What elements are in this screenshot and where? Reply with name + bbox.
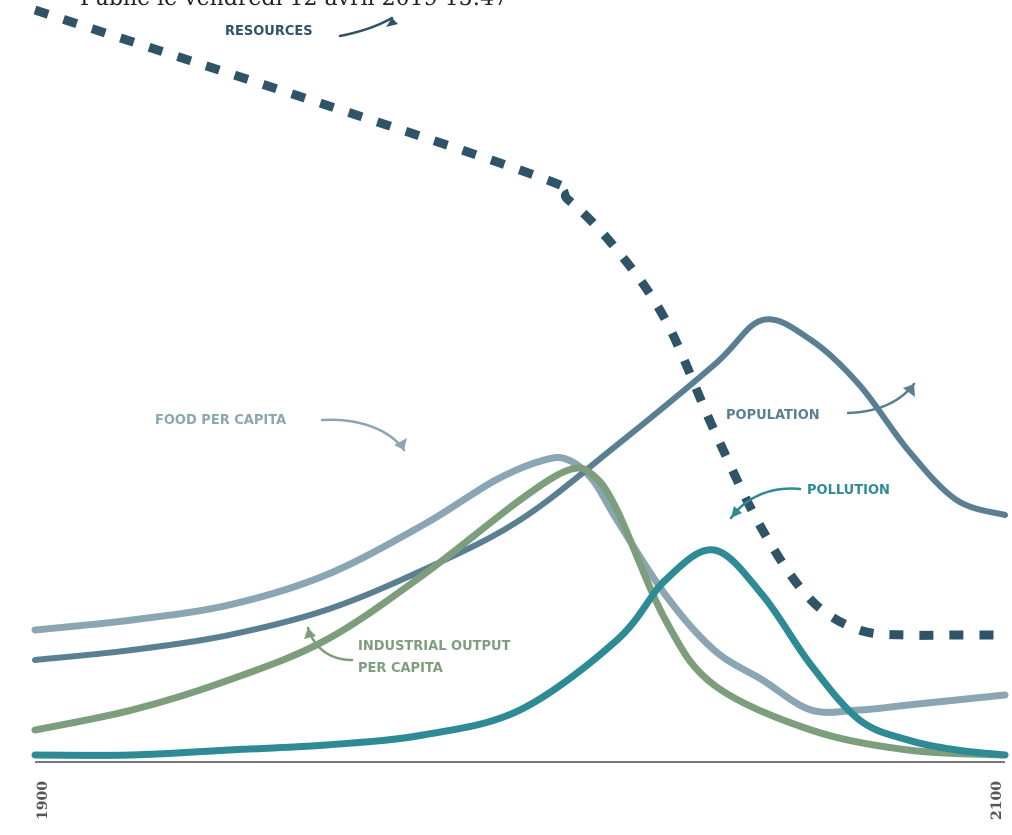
- industrial-label: PER CAPITA: [358, 661, 443, 676]
- x-tick-label: 1900: [35, 781, 51, 820]
- industrial-line: [31, 464, 1009, 759]
- header-text: Publié le vendredi 12 avril 2019 15:47: [80, 0, 508, 11]
- food-line: [31, 454, 1009, 716]
- pollution-arrow: [729, 487, 802, 520]
- food-label: FOOD PER CAPITA: [155, 413, 286, 428]
- food-arrow: [320, 418, 406, 452]
- resources-line: [33, 5, 1005, 640]
- population-line: [32, 316, 1008, 663]
- pollution-line: [31, 546, 1009, 759]
- population-arrowhead: [903, 384, 915, 397]
- pollution-label: POLLUTION: [807, 483, 890, 498]
- industrial-label: INDUSTRIAL OUTPUT: [358, 639, 511, 654]
- resources-arrow: [338, 16, 394, 38]
- food-arrowhead: [394, 438, 407, 450]
- population-label: POPULATION: [726, 408, 820, 423]
- industrial-arrowhead: [304, 628, 316, 639]
- pollution-arrowhead: [731, 506, 742, 518]
- resources-label: RESOURCES: [225, 24, 313, 39]
- x-tick-label: 2100: [989, 781, 1005, 820]
- resources-arrowhead: [386, 18, 398, 27]
